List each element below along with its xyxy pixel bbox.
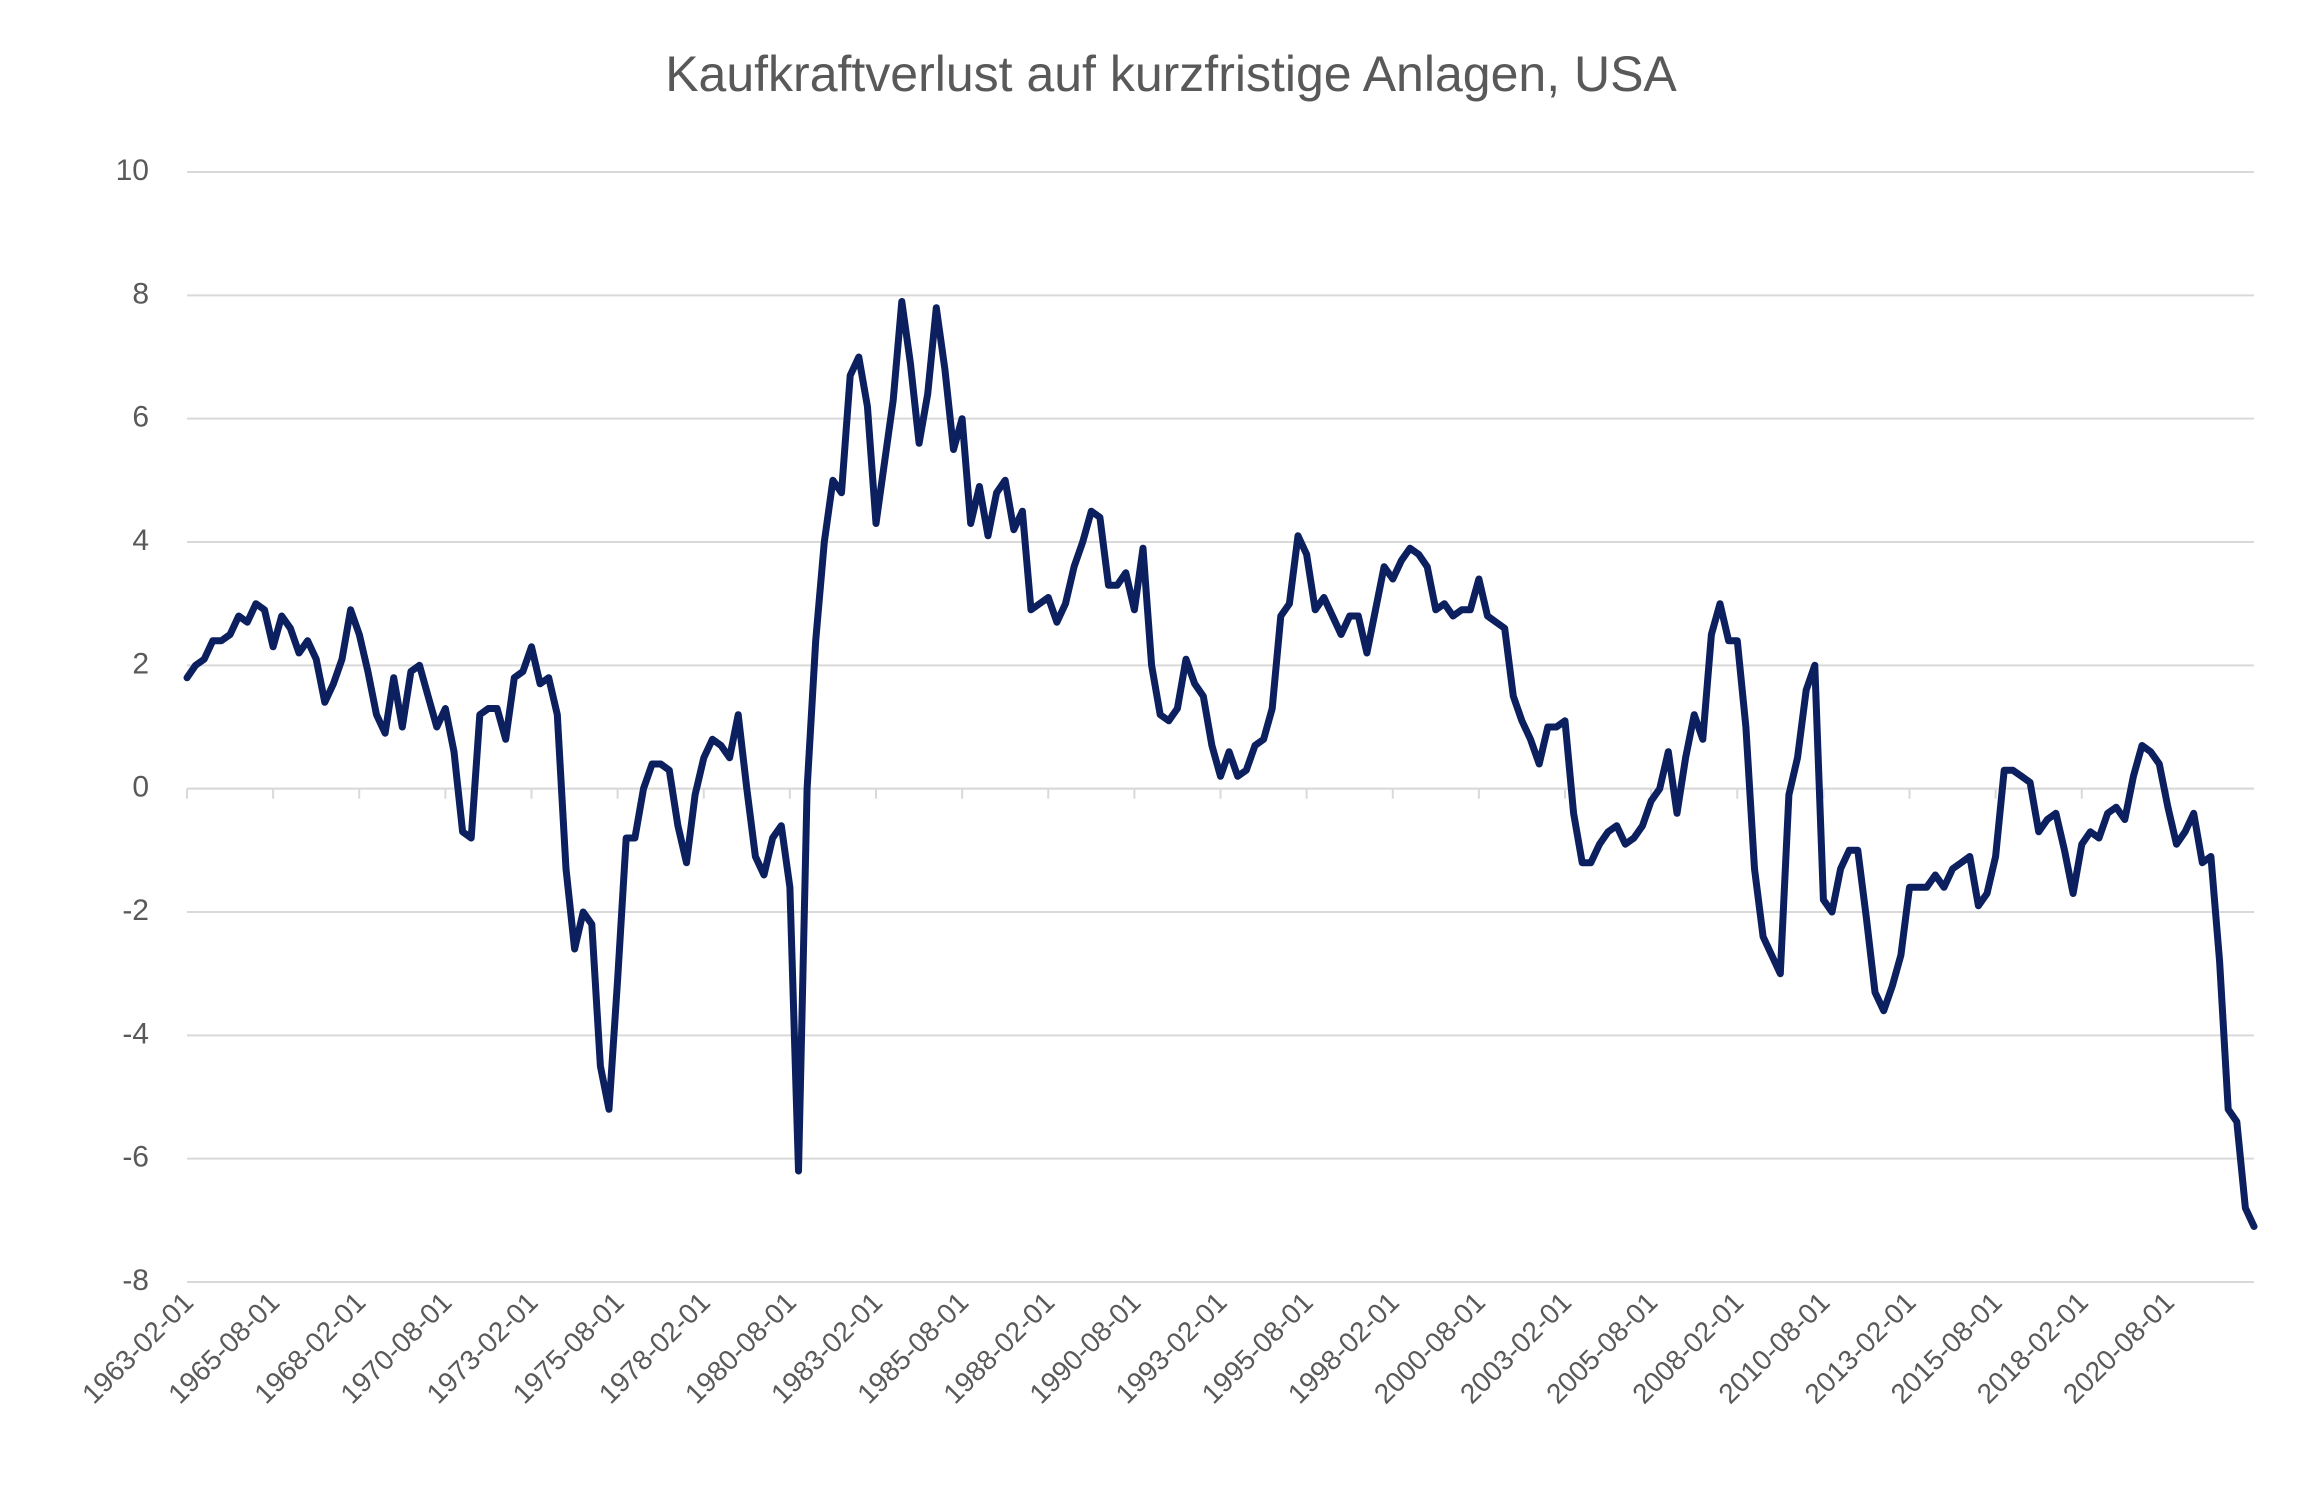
data-line [183,298,2258,1230]
y-tick-label: 10 [116,154,149,187]
y-tick-label: -8 [122,1264,149,1297]
y-tick-label: 0 [132,771,149,804]
y-tick-label: 4 [132,524,149,557]
y-tick-label: -2 [122,894,149,927]
y-tick-label: 6 [132,401,149,434]
y-tick-label: 2 [132,647,149,680]
chart-title: Kaufkraftverlust auf kurzfristige Anlage… [665,46,1677,102]
y-tick-label: -4 [122,1017,149,1050]
y-tick-label: -6 [122,1141,149,1174]
y-tick-label: 8 [132,277,149,310]
